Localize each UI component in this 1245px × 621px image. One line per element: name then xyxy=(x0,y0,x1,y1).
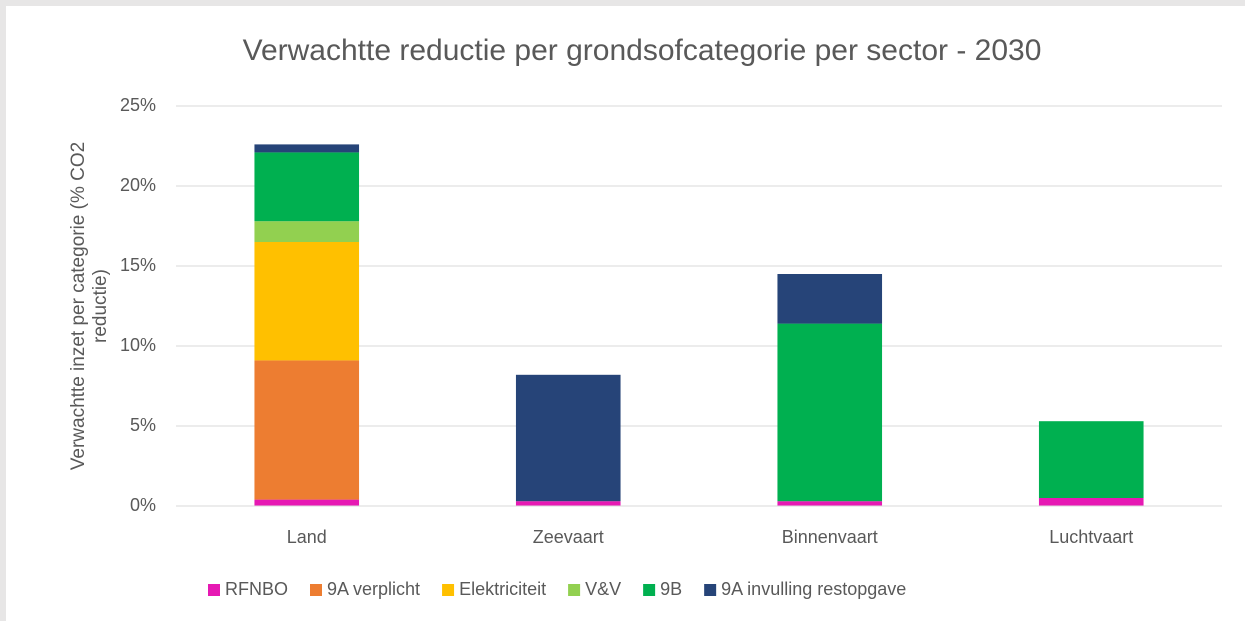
y-tick-label: 5% xyxy=(130,415,156,435)
legend-label: 9A verplicht xyxy=(327,579,420,599)
bar-segment xyxy=(515,374,621,502)
legend-swatch xyxy=(704,584,717,596)
x-tick-label: Land xyxy=(287,527,327,547)
bar-segment xyxy=(254,144,360,153)
legend-swatch xyxy=(568,584,581,596)
legend-label: Elektriciteit xyxy=(459,579,546,599)
frame-top xyxy=(0,0,1245,6)
x-tick-label: Luchtvaart xyxy=(1049,527,1133,547)
bar-segment xyxy=(1038,498,1144,506)
y-tick-label: 25% xyxy=(120,95,156,115)
legend-label: V&V xyxy=(585,579,621,599)
bar-segment xyxy=(254,152,360,222)
bar-segment xyxy=(254,221,360,242)
legend-label: 9A invulling restopgave xyxy=(721,579,906,599)
bar-segment xyxy=(515,501,621,506)
legend-label: 9B xyxy=(660,579,682,599)
bar-segment xyxy=(777,501,883,506)
x-tick-label: Binnenvaart xyxy=(782,527,878,547)
bar-segment xyxy=(777,274,883,324)
bar-segment xyxy=(254,242,360,361)
legend-swatch xyxy=(208,584,220,596)
y-tick-label: 0% xyxy=(130,495,156,515)
bar-segment xyxy=(777,323,883,502)
bar-segment xyxy=(254,360,360,500)
legend-swatch xyxy=(643,584,656,596)
bar-segment xyxy=(1038,421,1144,498)
frame-left xyxy=(0,0,6,621)
y-tick-label: 10% xyxy=(120,335,156,355)
bar-segment xyxy=(254,499,360,506)
legend-swatch xyxy=(442,584,455,596)
y-tick-label: 20% xyxy=(120,175,156,195)
legend-swatch xyxy=(310,584,322,596)
x-tick-label: Zeevaart xyxy=(533,527,604,547)
legend-label: RFNBO xyxy=(225,579,288,599)
chart-title: Verwachtte reductie per grondsofcategori… xyxy=(243,34,1042,67)
y-tick-label: 15% xyxy=(120,255,156,275)
y-axis-label: Verwachtte inzet per categorie (% CO2 re… xyxy=(68,141,111,471)
